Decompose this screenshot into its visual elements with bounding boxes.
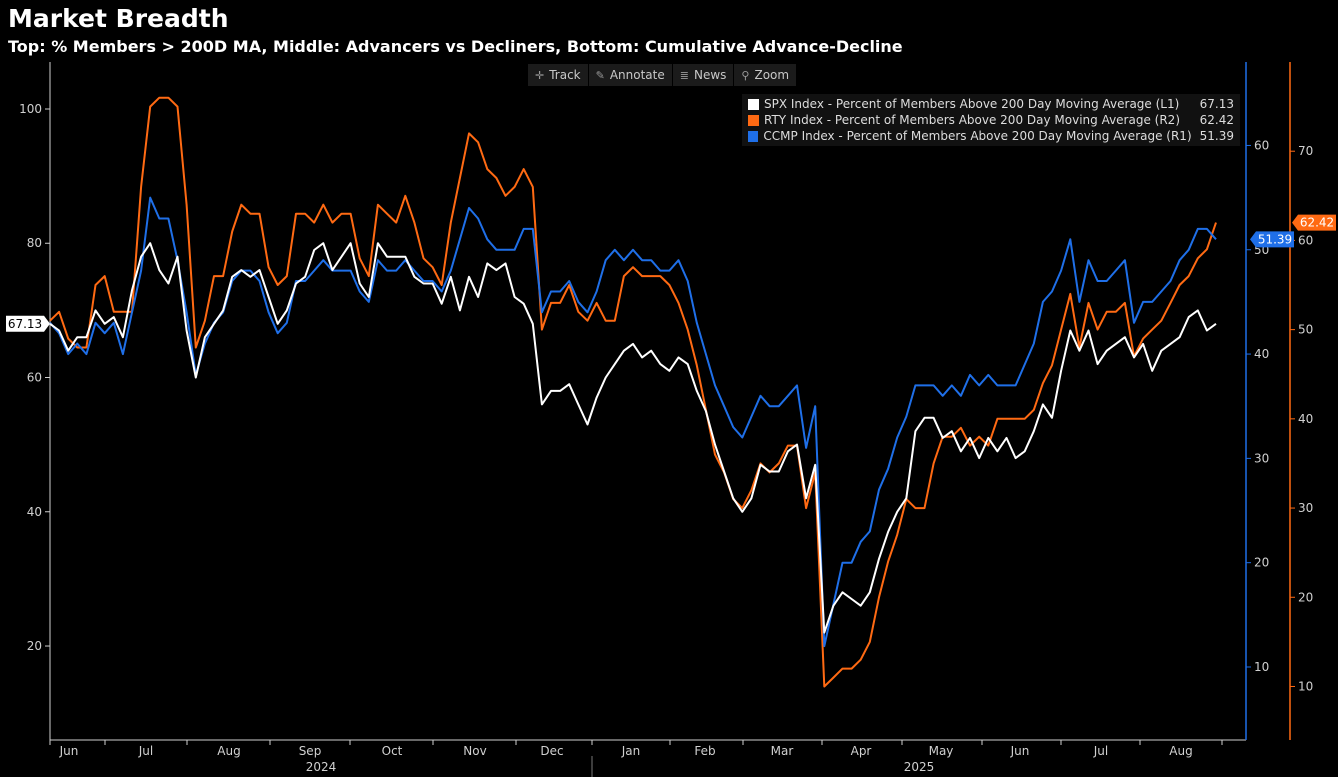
legend-value-rty: 62.42 [1199, 113, 1234, 127]
legend-swatch-ccmp [748, 130, 759, 142]
x-month-label: Jul [138, 744, 153, 758]
value-tag-spx-text: 67.13 [8, 317, 42, 331]
zoom-label: Zoom [754, 68, 790, 82]
legend-item-ccmp[interactable]: CCMP Index - Percent of Members Above 20… [742, 128, 1240, 144]
news-button[interactable]: ≣ News [673, 64, 735, 86]
annotate-button[interactable]: ✎ Annotate [589, 64, 673, 86]
value-tag-spx-box [6, 315, 50, 332]
right-r2-tick-label: 30 [1298, 501, 1313, 515]
x-month-label: Jun [59, 744, 79, 758]
legend-label-spx: SPX Index - Percent of Members Above 200… [764, 97, 1180, 111]
chart-toolbar: ✛ Track ✎ Annotate ≣ News ⚲ Zoom [528, 64, 798, 86]
legend-label-ccmp: CCMP Index - Percent of Members Above 20… [763, 129, 1192, 143]
right-r1-tick-label: 30 [1254, 451, 1269, 465]
x-month-label: Nov [463, 744, 486, 758]
right-r2-tick-label: 50 [1298, 323, 1313, 337]
news-icon: ≣ [679, 68, 689, 82]
x-month-label: May [929, 744, 954, 758]
right-r1-tick-label: 40 [1254, 347, 1269, 361]
x-year-label: 2024 [306, 760, 337, 774]
pencil-icon: ✎ [595, 68, 605, 82]
right-r2-tick-label: 60 [1298, 233, 1313, 247]
x-month-label: Mar [771, 744, 794, 758]
crosshair-icon: ✛ [535, 68, 545, 82]
right-r2-tick-label: 20 [1298, 590, 1313, 604]
value-tag-rty-box [1292, 214, 1336, 231]
chart-subtitle: Top: % Members > 200D MA, Middle: Advanc… [8, 37, 903, 56]
right-r2-tick-label: 10 [1298, 679, 1313, 693]
news-label: News [693, 68, 727, 82]
x-month-label: Jun [1010, 744, 1030, 758]
left-tick-label: 60 [27, 371, 42, 385]
annotate-label: Annotate [609, 68, 665, 82]
legend-item-rty[interactable]: RTY Index - Percent of Members Above 200… [742, 112, 1240, 128]
right-r2-tick-label: 40 [1298, 412, 1313, 426]
legend-value-spx: 67.13 [1199, 97, 1234, 111]
left-tick-label: 20 [27, 639, 42, 653]
zoom-button[interactable]: ⚲ Zoom [734, 64, 798, 86]
right-r1-tick-label: 20 [1254, 556, 1269, 570]
x-month-label: Feb [694, 744, 715, 758]
right-r2-tick-label: 70 [1298, 144, 1313, 158]
legend-item-spx[interactable]: SPX Index - Percent of Members Above 200… [742, 96, 1240, 112]
series-line-spx [49, 242, 1217, 634]
x-month-label: Aug [1169, 744, 1192, 758]
x-month-label: Jul [1093, 744, 1108, 758]
series-line-ccmp [49, 196, 1217, 648]
x-year-label: 2025 [904, 760, 935, 774]
value-tag-ccmp-box [1250, 231, 1294, 248]
chart-legend: SPX Index - Percent of Members Above 200… [742, 94, 1240, 146]
value-tag-ccmp-text: 51.39 [1258, 232, 1292, 246]
x-month-label: Aug [217, 744, 240, 758]
left-tick-label: 100 [19, 102, 42, 116]
legend-swatch-spx [748, 98, 759, 110]
legend-label-rty: RTY Index - Percent of Members Above 200… [764, 113, 1180, 127]
x-month-label: Apr [851, 744, 872, 758]
track-button[interactable]: ✛ Track [528, 64, 589, 86]
x-month-label: Oct [382, 744, 403, 758]
left-tick-label: 40 [27, 505, 42, 519]
legend-swatch-rty [748, 114, 759, 126]
left-tick-label: 80 [27, 236, 42, 250]
track-label: Track [549, 68, 581, 82]
x-month-label: Dec [540, 744, 563, 758]
legend-value-ccmp: 51.39 [1199, 129, 1234, 143]
right-r1-tick-label: 60 [1254, 138, 1269, 152]
chart-title: Market Breadth [8, 4, 229, 33]
right-r1-tick-label: 10 [1254, 660, 1269, 674]
x-month-label: Jan [621, 744, 641, 758]
value-tag-rty-text: 62.42 [1300, 216, 1334, 230]
x-month-label: Sep [299, 744, 322, 758]
magnifier-icon: ⚲ [741, 68, 750, 82]
series-line-rty [49, 96, 1217, 688]
